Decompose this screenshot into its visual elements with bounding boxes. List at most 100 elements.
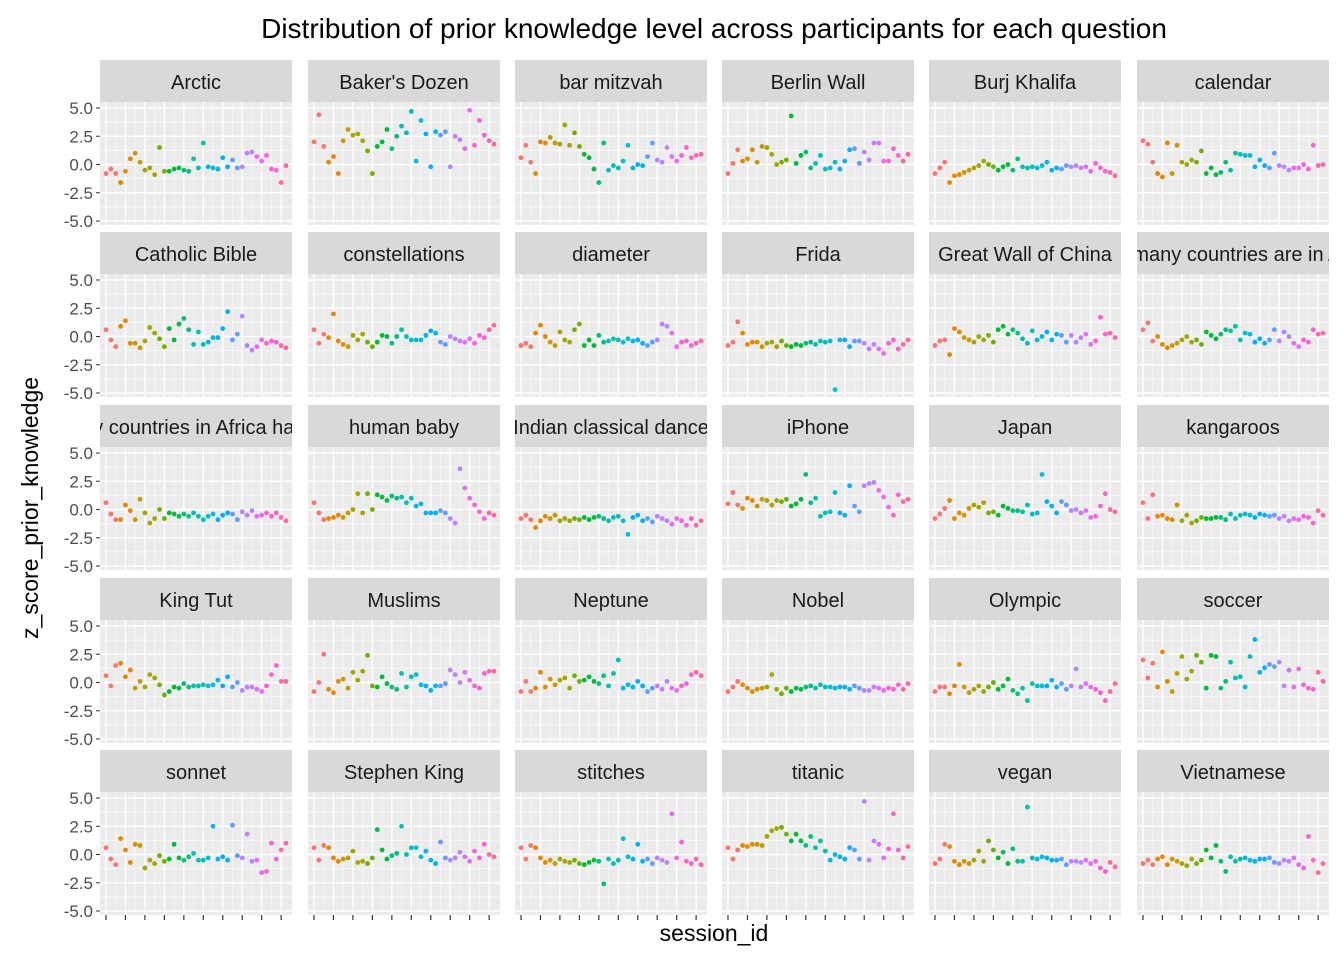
data-point: [611, 163, 616, 169]
data-point: [586, 674, 592, 680]
data-point: [1203, 171, 1209, 176]
data-point: [311, 327, 317, 333]
data-point: [1237, 674, 1243, 680]
data-point: [1088, 168, 1094, 174]
data-point: [1179, 654, 1185, 659]
data-point: [581, 515, 587, 520]
data-point: [1068, 332, 1074, 338]
data-point: [1252, 164, 1258, 170]
facet-strip: [1137, 405, 1329, 447]
data-point: [273, 339, 279, 345]
data-point: [389, 493, 395, 499]
data-point: [932, 516, 938, 521]
data-point: [316, 112, 322, 118]
data-point: [749, 689, 755, 694]
data-point: [200, 140, 206, 146]
data-point: [161, 168, 167, 174]
data-point: [433, 129, 439, 135]
data-point: [779, 824, 784, 830]
data-point: [871, 342, 877, 347]
data-point: [394, 686, 400, 692]
data-point: [161, 516, 167, 521]
data-point: [1267, 337, 1272, 343]
data-point: [932, 343, 938, 348]
data-point: [360, 858, 366, 864]
data-point: [335, 171, 341, 176]
data-point: [759, 344, 765, 350]
data-point: [225, 857, 231, 863]
data-point: [986, 162, 991, 167]
facet-panel: Frida: [722, 232, 914, 397]
data-point: [1034, 683, 1040, 689]
data-point: [591, 678, 597, 684]
data-point: [1242, 684, 1248, 690]
data-point: [481, 671, 487, 676]
data-point: [1093, 858, 1098, 864]
data-point: [669, 154, 675, 159]
data-point: [730, 160, 736, 166]
data-point: [518, 845, 524, 851]
data-point: [645, 689, 650, 694]
data-point: [379, 139, 385, 145]
data-point: [239, 688, 245, 693]
data-point: [326, 686, 331, 692]
data-point: [1088, 342, 1094, 347]
data-point: [1267, 662, 1272, 667]
data-point: [1020, 509, 1025, 515]
facet-strip-label: kangaroos: [1186, 417, 1279, 439]
data-point: [538, 855, 543, 861]
data-point: [239, 855, 245, 861]
facet-strip: [515, 405, 707, 447]
data-point: [808, 834, 814, 839]
data-point: [1025, 340, 1030, 346]
data-point: [1083, 681, 1089, 687]
data-point: [1169, 856, 1175, 862]
data-point: [215, 856, 221, 862]
data-point: [937, 511, 943, 517]
data-point: [523, 512, 529, 518]
data-point: [273, 510, 279, 516]
data-point: [601, 516, 607, 521]
data-point: [1039, 163, 1045, 169]
data-point: [264, 153, 269, 158]
data-point: [1093, 686, 1098, 692]
data-point: [625, 531, 631, 537]
data-point: [783, 831, 789, 837]
data-point: [166, 326, 172, 331]
data-point: [1296, 344, 1302, 350]
data-point: [481, 516, 487, 521]
data-point: [735, 678, 741, 684]
data-point: [900, 855, 906, 861]
data-point: [1140, 861, 1146, 866]
data-point: [659, 159, 665, 165]
data-point: [905, 496, 911, 502]
data-point: [1078, 510, 1084, 516]
data-point: [249, 347, 255, 353]
data-point: [1194, 159, 1199, 165]
data-point: [1179, 159, 1185, 165]
data-point: [181, 316, 187, 321]
data-point: [1039, 334, 1045, 339]
data-point: [365, 652, 370, 658]
data-point: [842, 512, 848, 518]
data-point: [905, 337, 911, 343]
facet-panel: bar mitzvah: [515, 60, 707, 225]
data-point: [932, 171, 938, 176]
data-point: [481, 841, 487, 847]
data-point: [225, 164, 231, 170]
data-point: [630, 856, 636, 862]
data-point: [679, 518, 684, 524]
data-point: [1213, 515, 1219, 520]
facet-panel: human baby: [308, 405, 500, 570]
data-point: [961, 335, 967, 341]
data-point: [684, 681, 689, 687]
data-point: [1257, 336, 1263, 342]
facet-strip: [722, 60, 914, 102]
data-point: [774, 498, 780, 503]
data-point: [698, 862, 704, 868]
data-point: [428, 688, 434, 693]
data-point: [976, 504, 982, 510]
data-point: [1015, 508, 1021, 514]
data-point: [1169, 517, 1175, 523]
data-point: [1315, 331, 1321, 337]
